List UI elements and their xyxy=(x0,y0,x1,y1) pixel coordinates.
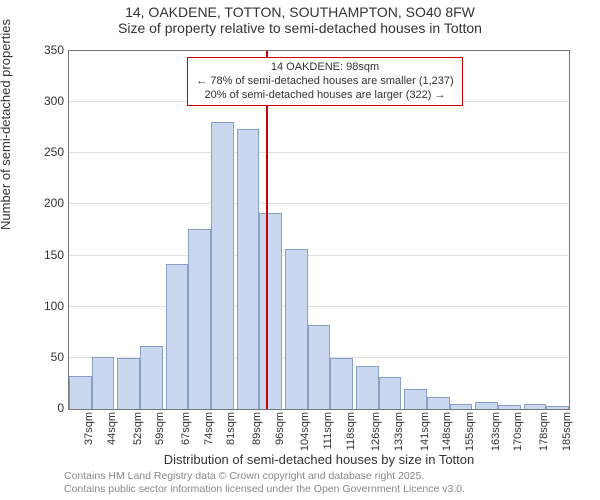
y-tick-label: 250 xyxy=(24,145,64,159)
x-tick-label: 67sqm xyxy=(180,412,192,445)
histogram-bar xyxy=(92,357,115,409)
x-tick-label: 59sqm xyxy=(154,412,166,445)
annotation-line-2: ← 78% of semi-detached houses are smalle… xyxy=(194,75,456,89)
histogram-bar xyxy=(140,346,163,409)
y-tick-label: 300 xyxy=(24,94,64,108)
histogram-bar xyxy=(330,358,353,409)
x-tick-label: 104sqm xyxy=(299,412,311,451)
histogram-bar xyxy=(117,358,140,409)
y-tick-label: 50 xyxy=(24,350,64,364)
chart-titles: 14, OAKDENE, TOTTON, SOUTHAMPTON, SO40 8… xyxy=(0,4,600,36)
x-tick-label: 141sqm xyxy=(419,412,431,451)
x-tick-label: 163sqm xyxy=(490,412,502,451)
histogram-bar xyxy=(427,397,450,409)
histogram-bar xyxy=(211,122,234,409)
histogram-bar xyxy=(308,325,331,409)
histogram-bar xyxy=(379,377,402,409)
annotation-box: 14 OAKDENE: 98sqm ← 78% of semi-detached… xyxy=(187,57,463,106)
histogram-bar xyxy=(285,249,308,409)
x-tick-label: 155sqm xyxy=(464,412,476,451)
y-tick-label: 350 xyxy=(24,43,64,57)
attribution-text: Contains HM Land Registry data © Crown c… xyxy=(64,470,465,495)
x-axis-label: Distribution of semi-detached houses by … xyxy=(68,452,570,467)
histogram-bar xyxy=(188,229,211,409)
histogram-bar xyxy=(498,405,521,409)
histogram-bar xyxy=(237,129,260,409)
histogram-bar xyxy=(475,402,498,409)
x-tick-label: 126sqm xyxy=(370,412,382,451)
x-tick-label: 178sqm xyxy=(538,412,550,451)
histogram-bar xyxy=(356,366,379,409)
annotation-line-1: 14 OAKDENE: 98sqm xyxy=(194,61,456,75)
x-tick-label: 170sqm xyxy=(512,412,524,451)
y-tick-label: 150 xyxy=(24,248,64,262)
attribution-line-1: Contains HM Land Registry data © Crown c… xyxy=(64,470,465,483)
chart-title-line2: Size of property relative to semi-detach… xyxy=(0,20,600,36)
x-tick-label: 118sqm xyxy=(345,412,357,450)
histogram-bar xyxy=(259,213,282,409)
plot-area: 14 OAKDENE: 98sqm ← 78% of semi-detached… xyxy=(68,50,570,410)
attribution-line-2: Contains public sector information licen… xyxy=(64,483,465,496)
x-tick-label: 148sqm xyxy=(441,412,453,451)
chart-container: 14, OAKDENE, TOTTON, SOUTHAMPTON, SO40 8… xyxy=(0,0,600,500)
x-tick-label: 185sqm xyxy=(561,412,573,451)
annotation-line-3: 20% of semi-detached houses are larger (… xyxy=(194,89,456,103)
x-tick-label: 74sqm xyxy=(203,412,215,445)
y-tick-label: 0 xyxy=(24,401,64,415)
histogram-bar xyxy=(524,404,547,409)
chart-title-line1: 14, OAKDENE, TOTTON, SOUTHAMPTON, SO40 8… xyxy=(0,4,600,20)
histogram-bar xyxy=(166,264,189,409)
histogram-bar xyxy=(450,404,473,409)
histogram-bar xyxy=(546,406,569,409)
histogram-bar xyxy=(69,376,92,409)
x-tick-label: 133sqm xyxy=(393,412,405,451)
x-tick-label: 111sqm xyxy=(322,412,334,450)
x-tick-label: 81sqm xyxy=(225,412,237,445)
x-tick-label: 52sqm xyxy=(132,412,144,445)
y-tick-label: 200 xyxy=(24,196,64,210)
y-tick-label: 100 xyxy=(24,299,64,313)
x-tick-label: 44sqm xyxy=(106,412,118,445)
y-axis-label: Number of semi-detached properties xyxy=(0,19,13,230)
x-tick-label: 96sqm xyxy=(274,412,286,445)
x-tick-label: 37sqm xyxy=(83,412,95,445)
histogram-bar xyxy=(404,389,427,409)
x-tick-label: 89sqm xyxy=(251,412,263,445)
